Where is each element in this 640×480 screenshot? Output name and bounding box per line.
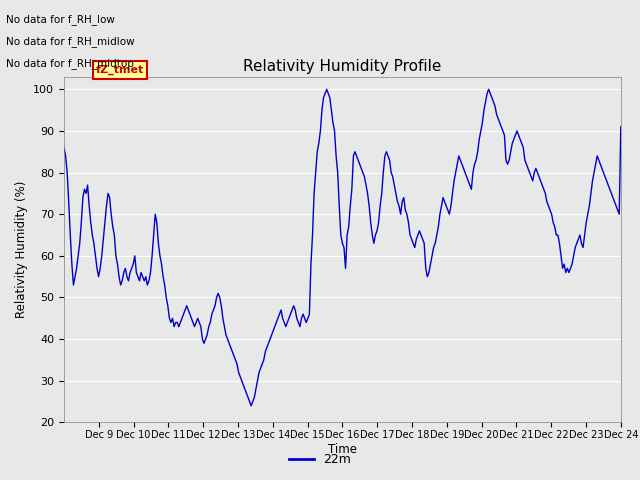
Y-axis label: Relativity Humidity (%): Relativity Humidity (%) xyxy=(15,181,28,318)
Text: No data for f_RH_midtop: No data for f_RH_midtop xyxy=(6,58,134,69)
Text: No data for f_RH_low: No data for f_RH_low xyxy=(6,14,115,25)
Legend: 22m: 22m xyxy=(284,448,356,471)
Text: No data for f_RH_midlow: No data for f_RH_midlow xyxy=(6,36,135,47)
X-axis label: Time: Time xyxy=(328,443,357,456)
Text: fZ_tmet: fZ_tmet xyxy=(96,65,144,75)
Title: Relativity Humidity Profile: Relativity Humidity Profile xyxy=(243,59,442,74)
